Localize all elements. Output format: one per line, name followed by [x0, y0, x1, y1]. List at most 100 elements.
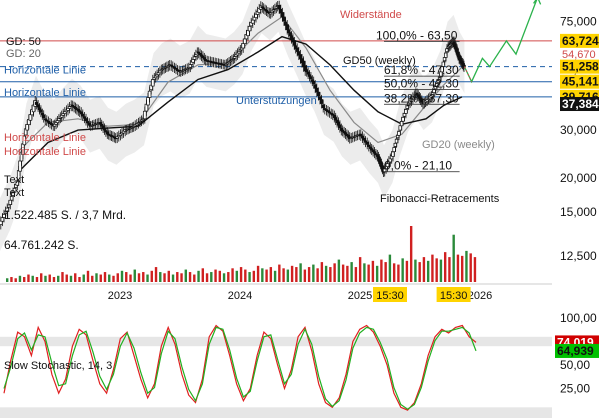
candle-down [288, 32, 292, 37]
volume-bar [23, 277, 26, 282]
volume-bar [295, 267, 298, 282]
stochastic-d-line [3, 326, 477, 410]
volume-bar [422, 257, 426, 282]
volume-bar [452, 234, 455, 282]
candle-up [67, 106, 72, 109]
candle-down [81, 113, 85, 117]
candle-down [46, 120, 51, 123]
price-badge-label: 51,258 [562, 60, 599, 74]
volume-bar [380, 259, 383, 282]
volume-bar [278, 264, 281, 282]
candle-down [282, 16, 286, 22]
volume-bar [163, 273, 166, 282]
volume-bar [269, 267, 273, 282]
volume-bar [201, 268, 205, 282]
volume-bar [159, 272, 162, 282]
candle-up [404, 109, 408, 114]
volume-bar [171, 274, 175, 282]
candle-down [37, 107, 42, 110]
volume-bar [401, 258, 404, 282]
volume-bar [146, 274, 149, 282]
volume-bar [99, 274, 102, 282]
volume-bar [184, 269, 187, 282]
volume-bar [350, 262, 353, 282]
price-badge [560, 97, 599, 112]
candle-up [192, 56, 197, 60]
candle-down [338, 124, 342, 129]
y-axis-tick-label: 30,000 [560, 123, 597, 137]
annotation-unterstuetzungen: Unterstützungen [236, 95, 317, 107]
volume-bar [95, 273, 98, 282]
candle-up [398, 125, 403, 131]
volume-bar [367, 264, 370, 282]
candle-up [57, 118, 61, 121]
volume-bar [384, 262, 387, 282]
candle-up [0, 220, 3, 225]
legend-gd20: GD: 20 [6, 48, 41, 60]
y-axis-tick-label: 20,000 [560, 171, 597, 185]
candle-down [171, 65, 175, 68]
price-badge-label: 45,141 [562, 75, 599, 89]
volume-bar [316, 268, 319, 282]
volume-bar [439, 259, 443, 282]
candle-up [8, 199, 13, 205]
y-axis-tick-label: 75,000 [560, 15, 597, 29]
candle-down [319, 99, 324, 104]
candle-up [405, 105, 410, 109]
volume-bar [116, 273, 119, 282]
stochastic-y-tick: 100,00 [560, 311, 597, 325]
volume-bar [218, 270, 222, 282]
volume-bar [388, 254, 392, 282]
candle-down [309, 76, 313, 80]
candle-down [321, 104, 325, 109]
stochastic-y-tick: 25,00 [560, 382, 590, 396]
volume-bar [307, 267, 311, 282]
candle-down [49, 123, 54, 126]
time-badge [436, 287, 471, 302]
time-badge-label: 15:30 [376, 290, 404, 302]
candle-up [136, 122, 141, 125]
horizontal-level-label: Horizontale Linie [4, 65, 86, 77]
volume-bar [61, 272, 64, 282]
volume-bar [329, 267, 332, 282]
x-axis-tick-label: 2024 [228, 290, 252, 302]
candle-up [141, 118, 145, 121]
volume-bar [91, 275, 94, 282]
volume-bar [27, 274, 30, 282]
stochastic-badge-label: 64,939 [557, 344, 594, 358]
volume-bar [282, 268, 285, 282]
volume-bar [210, 272, 213, 282]
price-badge [560, 74, 599, 89]
stochastic-y-tick: 50,00 [560, 358, 590, 372]
fibonacci-label: 61,8% - 47,30 [384, 63, 459, 77]
annotation-gd20-weekly: GD20 (weekly) [422, 139, 495, 151]
annotation-fibonacci-retracements: Fibonacci-Retracements [380, 193, 500, 205]
x-axis-tick-label: 2023 [108, 290, 132, 302]
volume-bar [112, 275, 115, 282]
volume-bar [375, 265, 379, 282]
candle-up [18, 160, 22, 172]
volume-bar [456, 254, 460, 282]
volume-bar [74, 273, 77, 282]
candle-up [28, 114, 33, 121]
overbought-zone [0, 336, 552, 347]
candle-down [327, 111, 332, 114]
price-badge-label: 54,670 [562, 49, 596, 61]
volume-bar [418, 262, 421, 282]
volume-bar [286, 269, 290, 282]
volume-bar [40, 273, 43, 282]
candle-down [365, 141, 369, 145]
candle-up [271, 9, 276, 12]
annotation-text-1: Text [4, 174, 24, 186]
candle-down [280, 12, 285, 18]
candle-down [367, 144, 371, 147]
volume-bar [405, 260, 409, 282]
volume-bar [256, 265, 260, 282]
volume-bar [133, 269, 136, 282]
volume-bar [358, 257, 362, 282]
volume-bar [205, 273, 209, 282]
volume-bar [10, 277, 13, 282]
stochastic-panel [0, 312, 552, 420]
candle-up [237, 50, 241, 54]
